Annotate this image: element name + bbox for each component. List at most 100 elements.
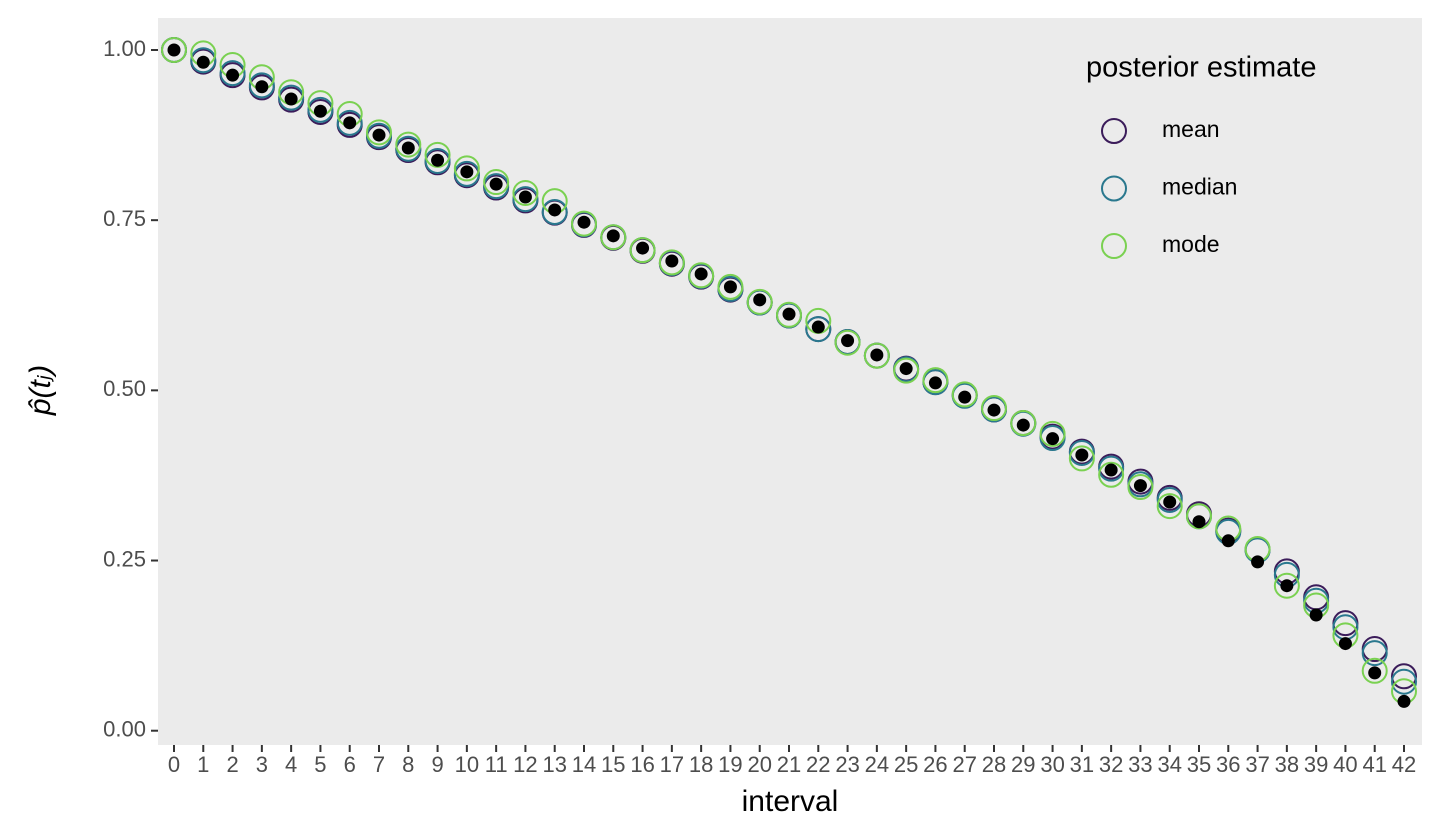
x-tick-label: 28 <box>982 752 1006 777</box>
point <box>782 307 796 321</box>
point <box>167 43 181 57</box>
point-circle <box>424 141 451 168</box>
point <box>723 280 737 294</box>
point-circle <box>776 301 802 328</box>
point <box>1104 463 1118 477</box>
x-tick-label: 24 <box>865 752 889 777</box>
y-tick-label: 0.50 <box>103 376 146 401</box>
legend-title: posterior estimate <box>1086 52 1317 84</box>
x-tick-label: 17 <box>660 752 684 777</box>
point <box>1075 448 1089 462</box>
x-tick-label: 5 <box>314 752 326 777</box>
x-axis-title: interval <box>742 785 839 818</box>
point-circle <box>395 131 422 158</box>
x-tick-label: 4 <box>285 752 297 777</box>
y-axis-title: p̂(tⱼ) <box>24 365 57 416</box>
point-circle <box>219 60 246 87</box>
point <box>255 80 269 94</box>
point-circle <box>746 288 773 315</box>
point-circle <box>1361 657 1388 684</box>
x-tick-label: 41 <box>1362 752 1386 777</box>
point-circle <box>688 262 715 289</box>
point-circle <box>1098 461 1125 488</box>
x-tick-label: 42 <box>1392 752 1416 777</box>
point-circle <box>1391 663 1417 690</box>
point <box>1338 637 1352 651</box>
point <box>431 153 445 167</box>
x-tick-label: 21 <box>777 752 801 777</box>
point <box>343 116 357 130</box>
point-circle <box>512 186 539 213</box>
point <box>1309 608 1323 622</box>
y-tick-label: 1.00 <box>103 36 146 61</box>
x-tick-label: 34 <box>1157 752 1181 777</box>
point-circle <box>366 119 392 146</box>
point <box>1163 495 1177 509</box>
point <box>1133 479 1147 493</box>
x-tick-label: 19 <box>718 752 742 777</box>
x-tick-label: 14 <box>572 752 596 777</box>
point-circle <box>1156 493 1183 520</box>
x-tick-label: 7 <box>373 752 385 777</box>
x-tick-label: 37 <box>1245 752 1269 777</box>
x-tick-label: 2 <box>226 752 238 777</box>
point-circle <box>1186 503 1212 530</box>
x-tick-label: 26 <box>923 752 947 777</box>
point <box>694 267 708 281</box>
point-circle <box>541 199 568 226</box>
point-circle <box>951 381 978 408</box>
point-circle <box>981 395 1007 422</box>
legend-key <box>1101 233 1127 259</box>
point <box>811 320 825 334</box>
point-circle <box>717 273 744 300</box>
x-tick-label: 6 <box>344 752 356 777</box>
point <box>548 203 562 217</box>
point-circle <box>161 36 187 63</box>
point <box>958 390 972 404</box>
x-tick-label: 39 <box>1304 752 1328 777</box>
legend-label: mode <box>1162 231 1220 257</box>
x-tick-label: 38 <box>1275 752 1299 777</box>
point <box>1368 666 1382 680</box>
point-circle <box>1010 410 1037 437</box>
point-circle <box>248 72 275 99</box>
legend-key <box>1101 118 1127 144</box>
point <box>518 190 532 204</box>
point <box>1192 515 1206 529</box>
x-tick-label: 40 <box>1333 752 1357 777</box>
point-circle <box>453 160 480 187</box>
x-tick-label: 25 <box>894 752 918 777</box>
x-tick-label: 36 <box>1216 752 1240 777</box>
x-tick-label: 3 <box>256 752 268 777</box>
point-circle <box>863 342 890 369</box>
point-circle <box>424 147 451 174</box>
x-tick-label: 30 <box>1040 752 1064 777</box>
y-tick-label: 0.75 <box>103 206 146 231</box>
point <box>606 229 620 243</box>
point-circle <box>658 249 685 276</box>
x-tick-label: 20 <box>747 752 771 777</box>
y-tick-label: 0.00 <box>103 717 146 742</box>
point-circle <box>893 357 920 384</box>
point-circle <box>1273 572 1300 599</box>
point-circle <box>571 210 597 237</box>
point-circle <box>190 47 217 74</box>
x-tick-label: 11 <box>485 752 508 777</box>
legend-key <box>1101 175 1127 202</box>
point-circle <box>629 237 656 264</box>
point-circle <box>834 329 861 356</box>
point <box>899 362 913 376</box>
point <box>928 376 942 390</box>
point <box>1016 418 1030 432</box>
point <box>372 128 386 142</box>
point-circle <box>483 169 510 196</box>
x-tick-label: 9 <box>431 752 443 777</box>
point <box>577 215 591 229</box>
legend-label: median <box>1162 174 1237 200</box>
x-tick-label: 10 <box>455 752 479 777</box>
point <box>313 104 327 118</box>
point <box>226 68 240 82</box>
x-tick-label: 15 <box>601 752 625 777</box>
x-tick-label: 16 <box>630 752 654 777</box>
x-tick-label: 31 <box>1070 752 1094 777</box>
